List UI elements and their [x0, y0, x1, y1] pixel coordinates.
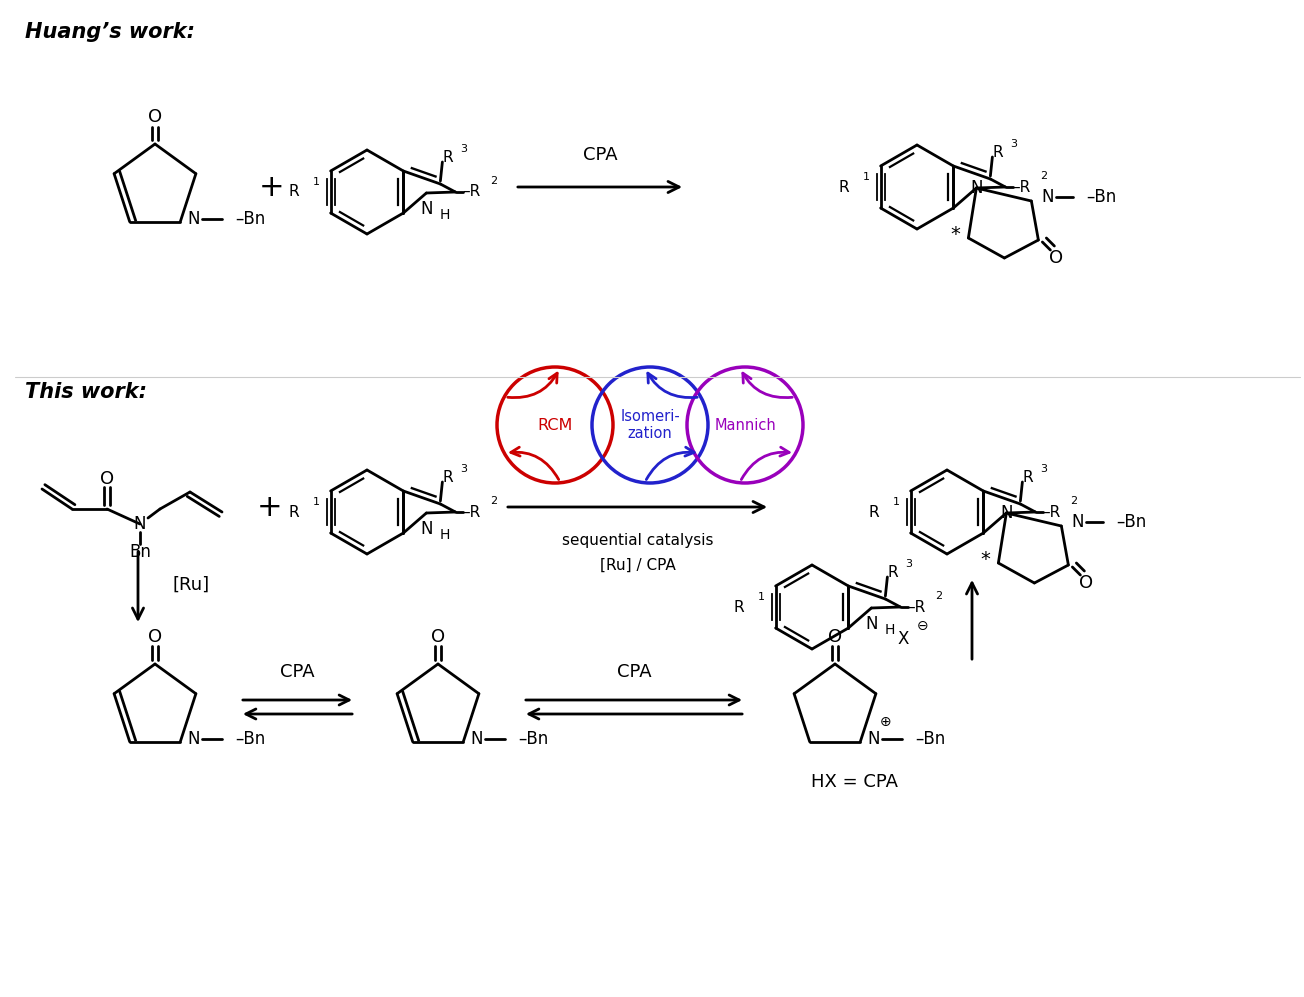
Text: 1: 1	[313, 497, 319, 507]
Text: *: *	[951, 224, 960, 243]
Text: N: N	[188, 730, 200, 748]
Text: O: O	[147, 108, 162, 126]
Text: R: R	[288, 504, 299, 519]
Text: 2: 2	[935, 591, 943, 601]
Text: R: R	[868, 504, 879, 519]
Text: CPA: CPA	[280, 663, 314, 681]
Text: ⊖: ⊖	[917, 619, 928, 633]
Text: O: O	[1080, 574, 1094, 592]
Text: [Ru]: [Ru]	[172, 576, 209, 594]
Text: N: N	[867, 730, 880, 748]
Text: –R: –R	[908, 599, 926, 614]
Text: R: R	[992, 145, 1003, 160]
Text: N: N	[1042, 188, 1054, 206]
Text: –Bn: –Bn	[235, 209, 266, 227]
Text: CPA: CPA	[583, 146, 617, 164]
Text: N: N	[1000, 504, 1013, 522]
Text: This work:: This work:	[25, 382, 147, 402]
Text: *: *	[981, 549, 990, 568]
Text: 3: 3	[905, 559, 913, 569]
Text: HX = CPA: HX = CPA	[811, 773, 898, 791]
Text: 3: 3	[1041, 464, 1047, 474]
Text: +: +	[257, 493, 283, 521]
Text: R: R	[288, 184, 299, 199]
Text: –Bn: –Bn	[518, 730, 549, 748]
Text: 1: 1	[313, 177, 319, 187]
Text: 2: 2	[490, 176, 498, 186]
Text: RCM: RCM	[537, 418, 572, 433]
Text: R: R	[888, 564, 898, 579]
Text: N: N	[420, 520, 433, 538]
Text: –R: –R	[463, 504, 481, 519]
Text: N: N	[1072, 513, 1084, 531]
Text: O: O	[147, 628, 162, 646]
Text: O: O	[430, 628, 445, 646]
Text: R: R	[442, 150, 452, 165]
Text: N: N	[420, 200, 433, 218]
Text: O: O	[100, 470, 113, 488]
Text: CPA: CPA	[617, 663, 651, 681]
Text: Isomeri-
zation: Isomeri- zation	[621, 409, 679, 442]
Text: –Bn: –Bn	[1086, 188, 1116, 206]
Text: R: R	[733, 599, 743, 614]
Text: N: N	[865, 615, 878, 633]
Text: N: N	[471, 730, 482, 748]
Text: Mannich: Mannich	[715, 418, 776, 433]
Text: 1: 1	[863, 172, 870, 182]
Text: –Bn: –Bn	[915, 730, 945, 748]
Text: –R: –R	[1042, 504, 1060, 519]
Text: R: R	[442, 470, 452, 485]
Text: 3: 3	[1011, 139, 1017, 149]
Text: 3: 3	[460, 144, 467, 154]
Text: N: N	[188, 209, 200, 227]
Text: –Bn: –Bn	[1116, 513, 1146, 531]
Text: ⊕: ⊕	[879, 715, 891, 729]
Text: Bn: Bn	[129, 543, 151, 561]
Text: R: R	[1022, 470, 1033, 485]
Text: 2: 2	[490, 496, 498, 506]
Text: [Ru] / CPA: [Ru] / CPA	[600, 557, 675, 572]
Text: O: O	[1050, 249, 1064, 267]
Text: N: N	[134, 515, 146, 533]
Text: 3: 3	[460, 464, 467, 474]
Text: +: +	[259, 172, 284, 201]
Text: –Bn: –Bn	[235, 730, 266, 748]
Text: Huang’s work:: Huang’s work:	[25, 22, 196, 42]
Text: N: N	[970, 179, 983, 197]
Text: 2: 2	[1041, 171, 1047, 181]
Text: O: O	[828, 628, 842, 646]
Text: –R: –R	[463, 184, 481, 199]
Text: 1: 1	[893, 497, 900, 507]
Text: –R: –R	[1012, 179, 1030, 194]
Text: H: H	[439, 208, 450, 222]
Text: H: H	[439, 528, 450, 542]
Text: H: H	[884, 623, 895, 637]
Text: R: R	[838, 179, 849, 194]
Text: 1: 1	[758, 592, 764, 602]
Text: X: X	[897, 630, 909, 648]
Text: 2: 2	[1071, 496, 1077, 506]
Text: sequential catalysis: sequential catalysis	[562, 532, 713, 547]
